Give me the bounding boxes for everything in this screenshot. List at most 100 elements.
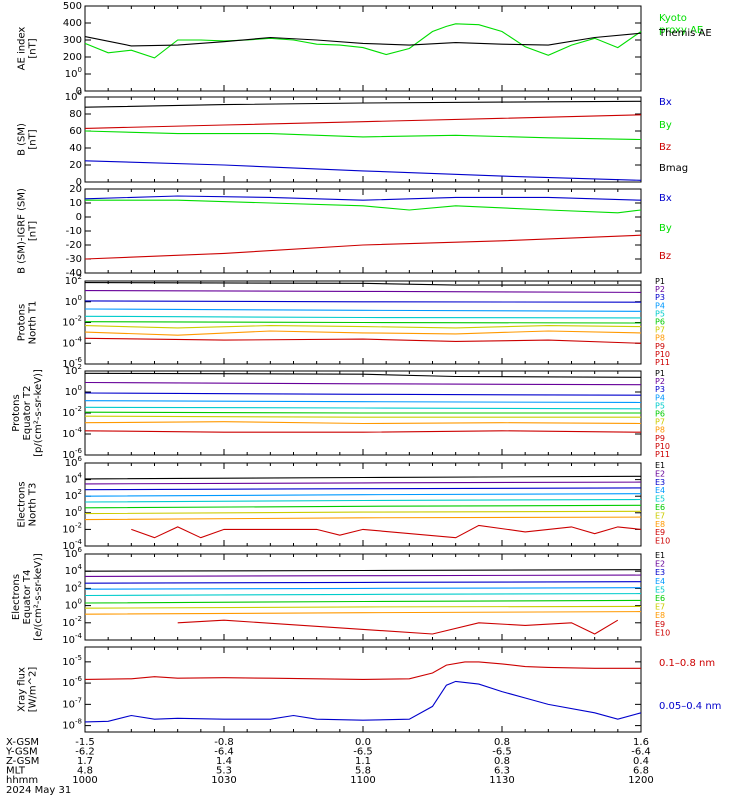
ephemeris-table: X-GSM -1.5 -0.8 0.0 0.8 1.6 Y-GSM -6.2 -6.4 -6.5 -… [5, 737, 654, 796]
legend-entry: P10 [655, 441, 670, 450]
series-line-0.05–0.4-nm [84, 680, 642, 723]
legend-entry: E3 [655, 477, 665, 486]
y-tick-label: 60 [69, 126, 82, 137]
y-tick-label: 10-7 [62, 696, 82, 710]
y-tick-label: 10-6 [62, 356, 82, 370]
legend-entry: P8 [655, 333, 665, 342]
y-tick-label: 100 [65, 598, 82, 612]
legend-entry: E6 [655, 594, 665, 603]
series-line-e8 [84, 516, 642, 521]
ephemeris-value: -6.5 [492, 747, 512, 758]
series-line-p8 [84, 330, 642, 336]
legend-entry: Bz [659, 142, 671, 153]
y-tick-label: 100 [65, 66, 82, 80]
legend-entry: Bz [659, 251, 671, 262]
ephemeris-value: 1200 [628, 775, 653, 786]
y-tick-label: 0 [76, 86, 82, 97]
series-line-p8 [84, 421, 642, 425]
ephemeris-value: 0.0 [355, 737, 371, 748]
legend-entry: 0.1–0.8 nm [659, 658, 715, 669]
ephemeris-value: -6.5 [353, 747, 373, 758]
y-tick-label: 10-4 [62, 632, 82, 646]
ephemeris-value: 5.8 [355, 766, 371, 777]
y-tick-label: 102 [65, 363, 82, 377]
ephemeris-value: 6.3 [494, 766, 510, 777]
ephemeris-value: 0.8 [494, 756, 510, 767]
series-line-p7 [84, 325, 642, 329]
legend-entry: E5 [655, 585, 665, 594]
series-line-p6 [84, 321, 642, 324]
y-tick-label: 10-4 [62, 335, 82, 349]
series-line-e6 [84, 599, 642, 604]
y-tick-label: 10-5 [62, 654, 82, 668]
legend-entry: P2 [655, 285, 665, 294]
y-tick-label: 10-8 [62, 718, 82, 732]
legend-entry: Bmag [659, 163, 688, 174]
legend-entry: P10 [655, 349, 670, 358]
legend-entry: P8 [655, 425, 665, 434]
series-line-e9 [177, 619, 619, 635]
series-line-p1 [84, 372, 642, 378]
legend-entry: E7 [655, 602, 665, 611]
legend-entry: P7 [655, 325, 665, 334]
ephemeris-value: 4.8 [77, 766, 93, 777]
y-axis-label: B (SM)[nT] [17, 123, 39, 156]
series-line-e4 [84, 587, 642, 590]
series-line-e1 [84, 569, 642, 572]
y-tick-label: 106 [65, 455, 83, 469]
legend-entry: E1 [655, 461, 665, 470]
y-axis-label: B (SM)-IGRF (SM)[nT] [17, 188, 39, 274]
y-tick-label: -20 [66, 240, 82, 251]
ephemeris-value: -6.2 [75, 747, 95, 758]
legend-entry: Bx [659, 193, 672, 204]
series-line-e3 [84, 487, 642, 491]
ephemeris-value: 6.8 [633, 766, 649, 777]
legend-entry: 0.05–0.4 nm [659, 701, 721, 712]
y-axis-label: ElectronsNorth T3 [17, 481, 39, 527]
panel-frame [84, 5, 642, 92]
y-tick-label: 104 [65, 472, 83, 486]
legend-entry: P6 [655, 409, 665, 418]
ephemeris-value: -6.4 [631, 747, 651, 758]
legend-entry: E10 [655, 536, 670, 545]
series-line-bmag [84, 100, 642, 108]
y-tick-label: 0 [76, 212, 82, 223]
y-tick-label: 10-6 [62, 447, 82, 461]
y-tick-label: -40 [66, 268, 82, 279]
series-line-p3 [84, 392, 642, 396]
series-line-by [85, 199, 642, 214]
legend-entry: E7 [655, 511, 665, 520]
y-tick-label: 0 [76, 177, 82, 188]
panel-frame [84, 188, 642, 274]
ephemeris-value: 1.1 [355, 756, 371, 767]
series-line-themis-ae [84, 32, 642, 47]
y-tick-label: 80 [69, 109, 82, 120]
legend-entry: P4 [655, 301, 665, 310]
y-tick-label: 10-2 [62, 521, 82, 535]
legend-entry: P3 [655, 385, 665, 394]
y-tick-label: 100 [65, 294, 82, 308]
series-line-p1 [84, 282, 641, 286]
y-tick-label: 102 [65, 273, 82, 287]
series-line-e8 [84, 611, 642, 615]
y-tick-label: 10-2 [62, 315, 82, 329]
y-tick-label: 102 [65, 580, 82, 594]
legend-entry: E2 [655, 559, 665, 568]
legend-entry: P5 [655, 401, 665, 410]
legend-entry: P5 [655, 309, 665, 318]
y-tick-label: 10-4 [62, 426, 82, 440]
series-line-bz [84, 114, 642, 129]
panel-5: 10-6 10-4 10-2 100 102 ProtonsEquator T2[p/(c… [11, 363, 670, 461]
y-axis-label: Xray flux[W/m^2] [17, 667, 39, 713]
y-tick-label: 10-6 [62, 675, 82, 689]
legend-entry: P11 [655, 450, 670, 459]
ephemeris-value: 1.6 [633, 737, 649, 748]
y-tick-label: 106 [65, 546, 83, 560]
legend-entry: P4 [655, 393, 665, 402]
series-line-e7 [84, 605, 642, 609]
ephemeris-value: 1030 [211, 775, 236, 786]
series-line-p3 [84, 300, 642, 303]
series-line-e4 [84, 493, 642, 497]
